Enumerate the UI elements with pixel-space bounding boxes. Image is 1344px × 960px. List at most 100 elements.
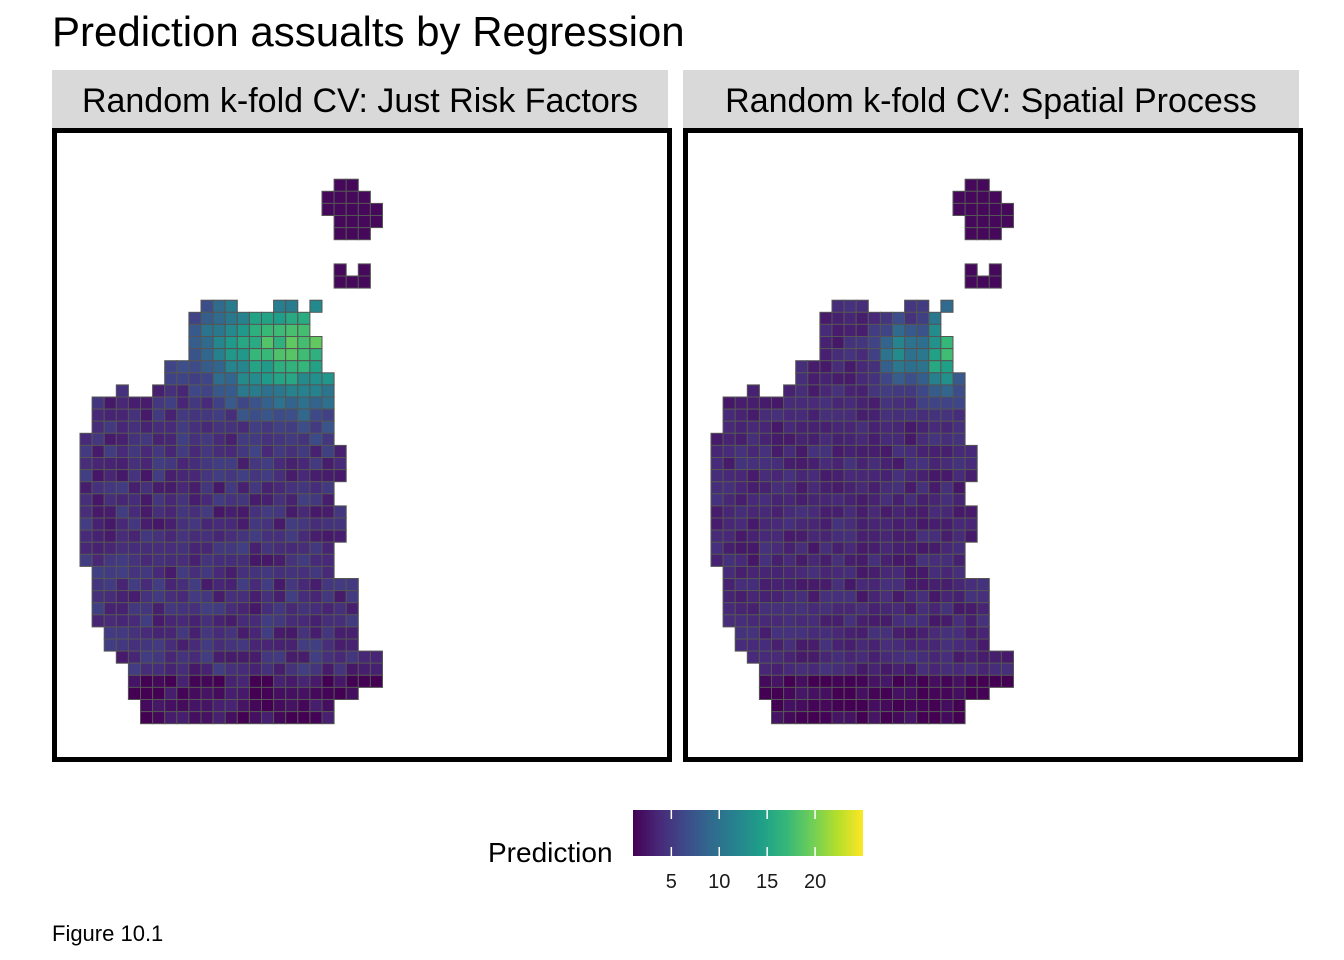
fishnet-cell bbox=[127, 396, 142, 410]
fishnet-cell bbox=[309, 444, 323, 458]
fishnet-cell bbox=[879, 614, 893, 628]
fishnet-cell bbox=[867, 590, 881, 604]
fishnet-cell bbox=[248, 650, 262, 664]
fishnet-cell bbox=[916, 517, 930, 531]
fishnet-cell bbox=[200, 674, 214, 688]
fishnet-cell bbox=[819, 457, 833, 471]
fishnet-cell bbox=[952, 553, 966, 567]
fishnet-cell bbox=[91, 408, 105, 422]
fishnet-cell bbox=[746, 469, 760, 483]
fishnet-cell bbox=[879, 529, 893, 543]
fishnet-cell bbox=[321, 202, 335, 217]
fishnet-cell bbox=[285, 323, 299, 337]
fishnet-cell bbox=[103, 408, 117, 422]
fishnet-cell bbox=[261, 686, 275, 701]
fishnet-cell bbox=[928, 420, 942, 434]
fishnet-cell bbox=[940, 529, 954, 543]
fishnet-cell bbox=[224, 299, 238, 313]
fishnet-cell bbox=[127, 638, 142, 652]
fishnet-cell bbox=[176, 396, 190, 410]
fishnet-cell bbox=[176, 493, 190, 507]
fishnet-cell bbox=[200, 396, 214, 410]
fishnet-cell bbox=[976, 202, 990, 217]
fishnet-cell bbox=[188, 565, 202, 579]
fishnet-cell bbox=[771, 444, 785, 458]
fishnet-cell bbox=[200, 408, 214, 422]
fishnet-cell bbox=[843, 384, 857, 398]
fishnet-cell bbox=[200, 662, 214, 676]
fishnet-cell bbox=[807, 638, 821, 652]
fishnet-cell bbox=[771, 517, 785, 531]
fishnet-cell bbox=[867, 336, 881, 350]
fishnet-cell bbox=[843, 481, 857, 495]
fishnet-cell bbox=[795, 360, 809, 374]
fishnet-cell bbox=[807, 565, 821, 579]
fishnet-cell bbox=[103, 614, 117, 628]
fishnet-cell bbox=[916, 686, 930, 701]
fishnet-cell bbox=[783, 396, 797, 410]
fishnet-cell bbox=[261, 711, 275, 725]
fishnet-cell bbox=[236, 674, 250, 688]
fishnet-cell bbox=[771, 638, 785, 652]
fishnet-cell bbox=[285, 662, 299, 676]
fishnet-cell bbox=[892, 311, 906, 325]
fishnet-cell bbox=[879, 372, 893, 386]
fishnet-cell bbox=[879, 578, 893, 592]
fishnet-cell bbox=[127, 517, 142, 531]
fishnet-cell bbox=[140, 614, 154, 628]
fishnet-cell bbox=[867, 638, 881, 652]
fishnet-cell bbox=[928, 553, 942, 567]
fishnet-cell bbox=[783, 384, 797, 398]
fishnet-cell bbox=[224, 699, 238, 713]
fishnet-cell bbox=[212, 444, 226, 458]
fishnet-cell bbox=[758, 469, 773, 483]
fishnet-cell bbox=[127, 457, 142, 471]
fishnet-cell bbox=[831, 348, 845, 362]
fishnet-cell bbox=[722, 444, 736, 458]
fishnet-cell bbox=[964, 626, 978, 640]
fishnet-cell bbox=[188, 686, 202, 701]
fishnet-cell bbox=[892, 553, 906, 567]
fishnet-cell bbox=[309, 662, 323, 676]
facet-panel-spatial-process: Random k-fold CV: Spatial Process bbox=[683, 70, 1303, 762]
fishnet-cell bbox=[988, 674, 1002, 688]
fishnet-cell bbox=[855, 626, 869, 640]
fishnet-cell bbox=[285, 626, 299, 640]
fishnet-cell bbox=[746, 590, 760, 604]
fishnet-cell bbox=[722, 614, 736, 628]
fishnet-cell bbox=[746, 650, 760, 664]
fishnet-cell bbox=[309, 602, 323, 616]
fishnet-cell bbox=[297, 396, 311, 410]
fishnet-cell bbox=[819, 674, 833, 688]
fishnet-cell bbox=[212, 674, 226, 688]
fishnet-cell bbox=[940, 699, 954, 713]
figure-caption: Figure 10.1 bbox=[52, 921, 164, 946]
fishnet-cell bbox=[831, 360, 845, 374]
fishnet-cell bbox=[273, 360, 287, 374]
fishnet-cell bbox=[79, 553, 93, 567]
fishnet-cell bbox=[843, 662, 857, 676]
fishnet-cell bbox=[176, 590, 190, 604]
fishnet-cell bbox=[152, 638, 166, 652]
fishnet-cell bbox=[127, 420, 142, 434]
fishnet-cell bbox=[964, 529, 978, 543]
fishnet-cell bbox=[321, 505, 335, 519]
fishnet-cell bbox=[807, 457, 821, 471]
fishnet-cell bbox=[261, 348, 275, 362]
fishnet-cell bbox=[867, 420, 881, 434]
fishnet-cell bbox=[309, 384, 323, 398]
fishnet-cell bbox=[879, 686, 893, 701]
fishnet-cell bbox=[285, 590, 299, 604]
fishnet-cell bbox=[916, 565, 930, 579]
fishnet-cell bbox=[976, 650, 990, 664]
fishnet-cell bbox=[710, 541, 724, 555]
fishnet-cell bbox=[879, 457, 893, 471]
fishnet-cell bbox=[285, 348, 299, 362]
fishnet-cell bbox=[831, 444, 845, 458]
fishnet-cell bbox=[273, 686, 287, 701]
fishnet-cell bbox=[831, 311, 845, 325]
fishnet-cell bbox=[345, 686, 359, 701]
fishnet-cell bbox=[892, 626, 906, 640]
fishnet-cell bbox=[212, 565, 226, 579]
fishnet-cell bbox=[248, 408, 262, 422]
